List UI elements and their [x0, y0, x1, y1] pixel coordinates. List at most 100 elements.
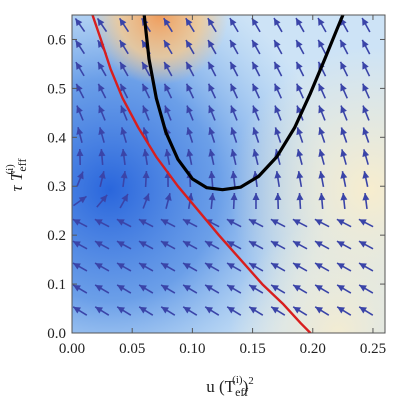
- stream-arrow-head: [274, 127, 282, 136]
- stream-arrow-head: [183, 284, 191, 292]
- stream-arrow-head: [76, 149, 84, 157]
- stream-arrow-head: [75, 40, 83, 49]
- stream-arrow-head: [340, 127, 347, 136]
- stream-arrow-head: [75, 62, 83, 70]
- stream-arrow-head: [186, 83, 193, 92]
- stream-arrow-head: [315, 284, 323, 292]
- stream-arrow-head: [274, 83, 281, 92]
- stream-arrow-head: [185, 18, 193, 26]
- stream-arrow-head: [273, 18, 281, 26]
- stream-arrow-head: [293, 306, 301, 314]
- x-tick-label: 0.10: [179, 341, 205, 357]
- stream-arrow-head: [229, 18, 237, 26]
- stream-arrow-head: [340, 149, 348, 157]
- x-tick-label: 0.00: [59, 341, 85, 357]
- stream-arrow-head: [186, 105, 193, 114]
- plot-area: [72, 15, 385, 333]
- stream-arrow-head: [208, 193, 216, 201]
- stream-arrow-head: [117, 263, 125, 270]
- stream-arrow-head: [318, 18, 325, 26]
- stream-arrow-head: [163, 18, 171, 27]
- stream-arrow-head: [249, 284, 257, 292]
- stream-arrow-head: [318, 39, 325, 48]
- stream-arrow-head: [296, 149, 304, 157]
- stream-arrow-head: [164, 149, 172, 157]
- stream-arrow-head: [208, 83, 215, 92]
- stream-arrow-head: [139, 263, 147, 270]
- stream-arrow-head: [252, 127, 260, 136]
- stream-arrow-head: [340, 171, 348, 179]
- stream-arrow-head: [362, 105, 369, 114]
- stream-arrow-head: [164, 193, 172, 201]
- stream-arrow-head: [120, 127, 128, 136]
- stream-arrow-head: [97, 40, 105, 49]
- y-tick-label: 0.1: [47, 277, 66, 293]
- stream-arrow-head: [296, 39, 303, 48]
- stream-arrow-head: [73, 306, 81, 314]
- stream-arrow-head: [226, 241, 235, 248]
- stream-arrows: [72, 17, 374, 316]
- stream-arrow-head: [97, 18, 105, 27]
- stream-arrow-head: [139, 284, 147, 292]
- stream-arrow-head: [296, 61, 303, 70]
- stream-arrow-head: [208, 171, 216, 179]
- stream-arrow-head: [274, 193, 282, 201]
- stream-arrow-head: [252, 193, 260, 201]
- stream-arrow-head: [98, 127, 106, 135]
- stream-arrow-head: [95, 306, 103, 314]
- stream-arrow-head: [315, 306, 323, 314]
- stream-arrow-head: [337, 263, 345, 270]
- stream-arrow-head: [208, 127, 216, 136]
- stream-arrow-head: [296, 193, 304, 201]
- stream-arrow-head: [248, 241, 257, 248]
- x-axis-title-sub: eff: [235, 385, 248, 399]
- stream-arrow-head: [359, 306, 367, 314]
- stream-arrow-head: [227, 306, 235, 314]
- stream-arrow-head: [230, 149, 238, 157]
- stream-arrow-head: [186, 127, 194, 136]
- stream-arrow-head: [271, 306, 279, 314]
- stream-arrow-head: [142, 83, 149, 92]
- stream-arrow-head: [337, 306, 345, 314]
- stream-arrow-head: [337, 284, 345, 292]
- stream-arrow-head: [161, 284, 169, 292]
- stream-arrow-head: [138, 241, 147, 248]
- stream-arrow-head: [340, 193, 348, 201]
- stream-arrow-head: [358, 219, 367, 226]
- y-tick-label: 0.0: [47, 326, 66, 342]
- stream-arrow-head: [362, 39, 369, 48]
- x-axis-title-power: 2: [248, 375, 254, 387]
- stream-arrow-head: [208, 61, 215, 70]
- stream-arrow-head: [270, 219, 279, 226]
- stream-arrow-head: [315, 263, 323, 270]
- stream-arrow-head: [336, 219, 345, 226]
- stream-arrow-head: [164, 105, 171, 114]
- stream-arrow-head: [183, 306, 191, 314]
- stream-arrow-head: [362, 127, 369, 136]
- stream-arrow-head: [340, 39, 347, 48]
- stream-arrow-head: [94, 241, 103, 248]
- stream-arrow-head: [318, 171, 326, 179]
- stream-arrow-head: [252, 39, 259, 48]
- stream-arrow-head: [142, 149, 150, 157]
- curves: [91, 15, 345, 333]
- stream-arrow-head: [318, 83, 325, 92]
- stream-arrow-head: [314, 241, 323, 248]
- stream-arrow-head: [119, 18, 127, 27]
- stream-arrow-head: [226, 219, 235, 226]
- stream-arrow-head: [161, 306, 169, 314]
- y-axis-title-sub: eff: [15, 159, 29, 172]
- stream-arrow-head: [248, 219, 257, 226]
- stream-arrow-head: [230, 61, 237, 70]
- stream-arrow-head: [116, 219, 125, 226]
- stream-arrow-head: [186, 149, 194, 157]
- stream-arrow-head: [121, 194, 128, 202]
- stream-arrow-head: [94, 219, 103, 226]
- stream-arrow-head: [95, 284, 103, 292]
- stream-arrow-head: [249, 306, 257, 314]
- stream-arrow-head: [362, 193, 370, 201]
- stream-arrow-head: [359, 284, 367, 292]
- stream-arrow-head: [251, 18, 259, 26]
- stream-arrow-head: [163, 40, 171, 48]
